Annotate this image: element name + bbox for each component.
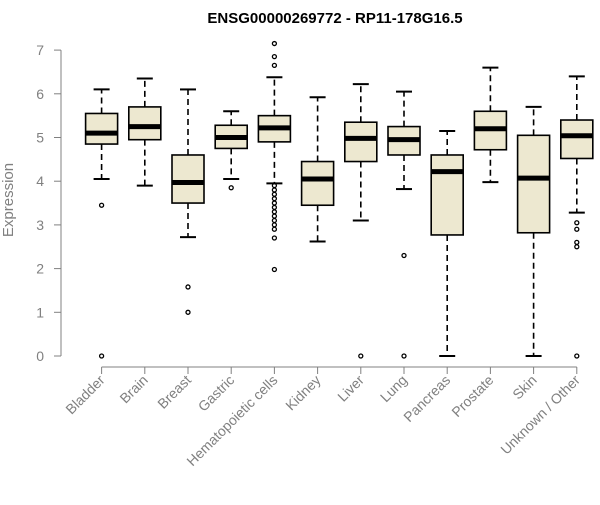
box-iqr [430, 154, 465, 236]
outlier-point [574, 239, 580, 246]
y-axis-label: Expression [0, 163, 17, 237]
box-gastric [214, 110, 248, 191]
outlier-point [271, 196, 278, 202]
y-axis: 0 1 2 3 4 5 6 7 [36, 42, 62, 364]
outlier-point [401, 353, 407, 359]
y-tick-label: 1 [36, 304, 44, 320]
box-iqr [300, 160, 335, 207]
x-tick-label: Pancreas [400, 372, 453, 425]
box-pancreas [430, 129, 465, 357]
x-tick-label: Gastric [195, 372, 238, 415]
box-unknown-other [559, 75, 594, 359]
outlier-point [271, 217, 278, 224]
outlier-point [271, 235, 278, 241]
x-tick-label: Skin [509, 372, 540, 403]
outlier-point [228, 185, 234, 191]
box-iqr [343, 121, 378, 163]
x-tick-label: Brain [116, 372, 150, 406]
y-tick-label: 6 [36, 86, 44, 102]
outlier-point [185, 309, 191, 315]
boxes [84, 40, 594, 359]
box-iqr [559, 119, 594, 160]
y-tick-label: 0 [36, 348, 44, 364]
outlier-point [574, 226, 580, 232]
x-tick-label: Lung [377, 372, 410, 405]
outlier-point [271, 54, 278, 60]
box-prostate [473, 66, 508, 184]
outlier-point [574, 244, 580, 250]
outlier-point [271, 62, 278, 69]
outlier-point [401, 252, 407, 259]
box-iqr [171, 154, 205, 204]
outlier-point [574, 353, 580, 359]
box-iqr [128, 106, 162, 141]
outlier-point [271, 182, 278, 189]
outlier-point [271, 187, 278, 193]
outlier-point [271, 200, 278, 206]
outlier-point [358, 353, 364, 359]
x-tick-label: Bladder [62, 372, 108, 418]
x-tick-label: Unknown / Other [497, 372, 583, 458]
y-tick-label: 5 [36, 130, 44, 146]
x-tick-label: Liver [334, 372, 367, 405]
outlier-point [98, 353, 105, 359]
box-hematopoietic-cells [257, 40, 292, 273]
x-tick-label: Kidney [282, 372, 324, 414]
y-tick-label: 4 [36, 173, 44, 189]
outlier-point [271, 209, 278, 215]
box-brain [128, 77, 162, 187]
y-tick-label: 2 [36, 261, 44, 277]
outlier-point [185, 284, 191, 290]
outlier-point [574, 220, 580, 226]
box-iqr [516, 134, 551, 234]
outlier-point [98, 202, 105, 208]
box-breast [171, 88, 205, 315]
chart-title: ENSG00000269772 - RP11-178G16.5 [207, 10, 462, 27]
outlier-point [271, 204, 278, 211]
outlier-point [271, 266, 278, 273]
box-bladder [84, 88, 119, 359]
outlier-point [271, 213, 278, 219]
box-skin [516, 105, 551, 357]
y-tick-label: 3 [36, 217, 44, 233]
x-tick-label: Breast [154, 372, 194, 412]
box-lung [387, 90, 421, 359]
outlier-point [271, 222, 278, 228]
outlier-point [271, 226, 278, 232]
x-tick-label: Prostate [448, 372, 496, 420]
box-liver [343, 83, 378, 359]
y-tick-label: 7 [36, 42, 44, 58]
box-iqr [84, 112, 119, 145]
outlier-point [271, 191, 278, 197]
box-kidney [300, 96, 335, 243]
outlier-point [271, 40, 278, 47]
